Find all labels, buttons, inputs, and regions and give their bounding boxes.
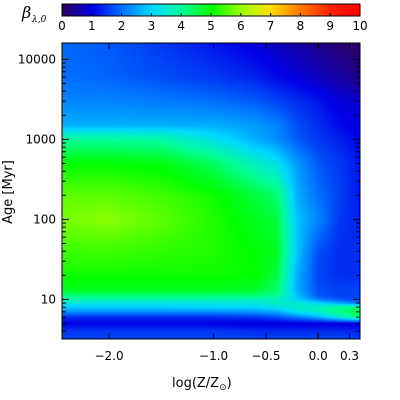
y-tick-label: 10 [41,292,56,306]
colorbar-tick-label: 2 [118,19,126,33]
y-axis-ticks: 10 100 1000 10000 [18,52,360,332]
colorbar-tick-label: 3 [148,19,156,33]
x-tick-label: −1.0 [199,349,228,363]
x-axis-ticks: −2.0 −1.0 −0.5 0.0 0.3 [94,43,359,363]
colorbar-tick-label: 10 [352,19,367,33]
colorbar-gradient [62,4,360,16]
x-axis-title: log(Z/Z⊙) [172,376,232,393]
x-tick-label: 0.3 [340,349,359,363]
y-tick-label: 1000 [25,132,56,146]
colorbar-tick-label: 7 [267,19,275,33]
x-axis-title-subscript: ⊙ [219,383,227,393]
y-axis-title: Age [Myr] [1,160,16,224]
x-tick-label: 0.0 [309,349,328,363]
y-tick-label: 10000 [18,52,56,66]
colorbar-tick-label: 5 [207,19,215,33]
colorbar-tick-label: 0 [58,19,66,33]
plot-frame [61,42,361,340]
x-tick-label: −2.0 [94,349,123,363]
x-tick-label: −0.5 [251,349,280,363]
colorbar-tick-label: 8 [297,19,305,33]
colorbar-tick-label: 6 [237,19,245,33]
colorbar-tick-label: 1 [88,19,96,33]
colorbar-tick-label: 9 [326,19,334,33]
x-axis-title-end: ) [227,376,232,391]
colorbar-label-subscript: λ,0 [31,15,47,25]
plot-area: −2.0 −1.0 −0.5 0.0 0.3 10 100 1000 10000 [18,42,361,363]
y-tick-label: 100 [33,212,56,226]
colorbar-tick-label: 4 [177,19,185,33]
x-axis-title-main: log(Z/Z [172,376,219,391]
colorbar: β λ,0 0 1 2 3 4 5 6 7 8 9 10 [21,3,368,33]
colorbar-label: β [21,3,31,22]
heatmap-image [62,43,360,339]
colorbar-ticks: 0 1 2 3 4 5 6 7 8 9 10 [58,13,368,33]
